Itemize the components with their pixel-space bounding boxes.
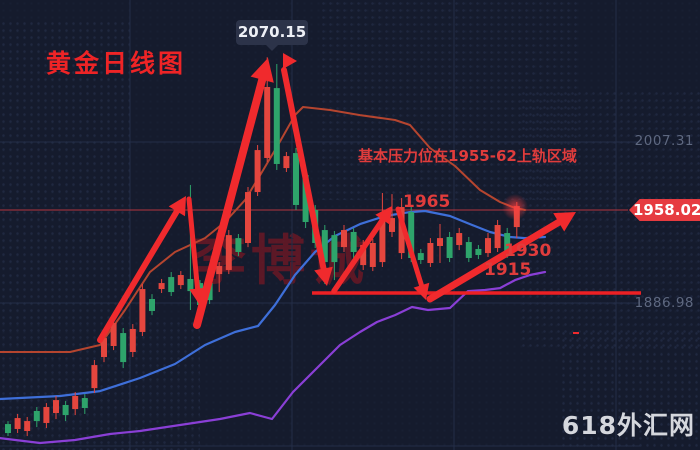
candle-bull [437, 238, 443, 246]
candle-bull [264, 87, 271, 158]
candle-bear [235, 238, 242, 252]
candle-bull [245, 192, 251, 243]
candle-bull [225, 235, 232, 270]
peak-flag-icon [283, 53, 297, 69]
candle-bull [456, 233, 463, 246]
trend-arrow-shaft [281, 67, 327, 272]
price-touch-glow [502, 194, 528, 220]
candle-bear [331, 235, 338, 263]
trend-arrow-shaft [426, 218, 563, 303]
candle-bear [475, 248, 482, 255]
candle-bull [389, 218, 395, 232]
trend-arrow-head [250, 58, 274, 83]
swing-label-1915: 1915 [484, 260, 532, 280]
candle-bear [168, 277, 175, 293]
candle-bear [302, 175, 309, 223]
candle-bear [408, 212, 415, 258]
candle-bull [360, 245, 367, 266]
candle-bear [120, 333, 127, 363]
candle-bear [293, 153, 299, 205]
candle-bull [216, 266, 223, 275]
trend-arrow-shaft [97, 208, 180, 343]
candle-bear [62, 404, 69, 416]
candle-bear [187, 278, 194, 292]
y-axis-label-lower: 1886.98 [634, 295, 694, 311]
bollinger-lower-band [0, 270, 547, 445]
candle-bear [350, 231, 357, 252]
candle-bear [504, 233, 511, 252]
candle-bull [494, 225, 501, 249]
trend-arrow-head [168, 196, 186, 217]
trend-arrow-head [375, 206, 392, 225]
candle-bear [273, 88, 280, 164]
candle-bear [5, 424, 11, 434]
trend-arrow-shaft [395, 206, 424, 288]
candle-bull [427, 242, 434, 264]
trend-arrow-head [413, 282, 430, 300]
trend-arrow-head [189, 287, 206, 304]
candle-bull [43, 407, 50, 423]
candle-bull [53, 400, 59, 414]
candle-bull [379, 215, 386, 263]
candle-bull [24, 421, 31, 432]
candle-bear [81, 398, 88, 408]
trend-arrow-shaft [186, 196, 201, 292]
trend-arrow-shaft [193, 75, 267, 329]
candle-bull [485, 238, 491, 254]
candle-bear [149, 298, 155, 311]
candle-bull [110, 322, 117, 346]
chart-title: 黄金日线图 [46, 49, 187, 78]
peak-price-tooltip: 2070.15 [236, 20, 308, 51]
candle-bull [398, 207, 405, 254]
candle-bear [417, 253, 424, 261]
candle-bull [341, 230, 347, 248]
candle-bull [101, 338, 107, 358]
candle-bull [254, 150, 261, 193]
candle-bull [369, 242, 376, 267]
candle-bear [465, 242, 472, 258]
candle-bull [91, 365, 98, 389]
candle-bull [72, 395, 79, 410]
candle-bull [158, 283, 165, 290]
candle-bull [129, 328, 136, 352]
trend-arrow-head [553, 212, 576, 232]
candle-bear [446, 237, 453, 258]
bollinger-middle-band [0, 209, 547, 401]
candle-bull [283, 156, 290, 169]
trend-arrow-head [314, 266, 333, 286]
current-price-badge: 1958.02 [629, 199, 700, 221]
candle-bull [177, 275, 184, 286]
candle-bull [139, 289, 146, 332]
pressure-zone-annotation: 基本压力位在1955-62上轨区域 [358, 147, 577, 165]
bollinger-upper-band [0, 106, 526, 353]
candle-bull [14, 418, 21, 429]
trend-arrow-shaft [331, 217, 386, 294]
candle-bear [321, 230, 328, 263]
y-axis-label-upper: 2007.31 [634, 133, 694, 149]
swing-label-1965: 1965 [403, 192, 451, 212]
candle-bear [33, 410, 40, 422]
stray-red-tick [573, 332, 579, 334]
site-logo: 618外汇网 [561, 411, 695, 440]
swing-label-1930: 1930 [504, 241, 552, 261]
